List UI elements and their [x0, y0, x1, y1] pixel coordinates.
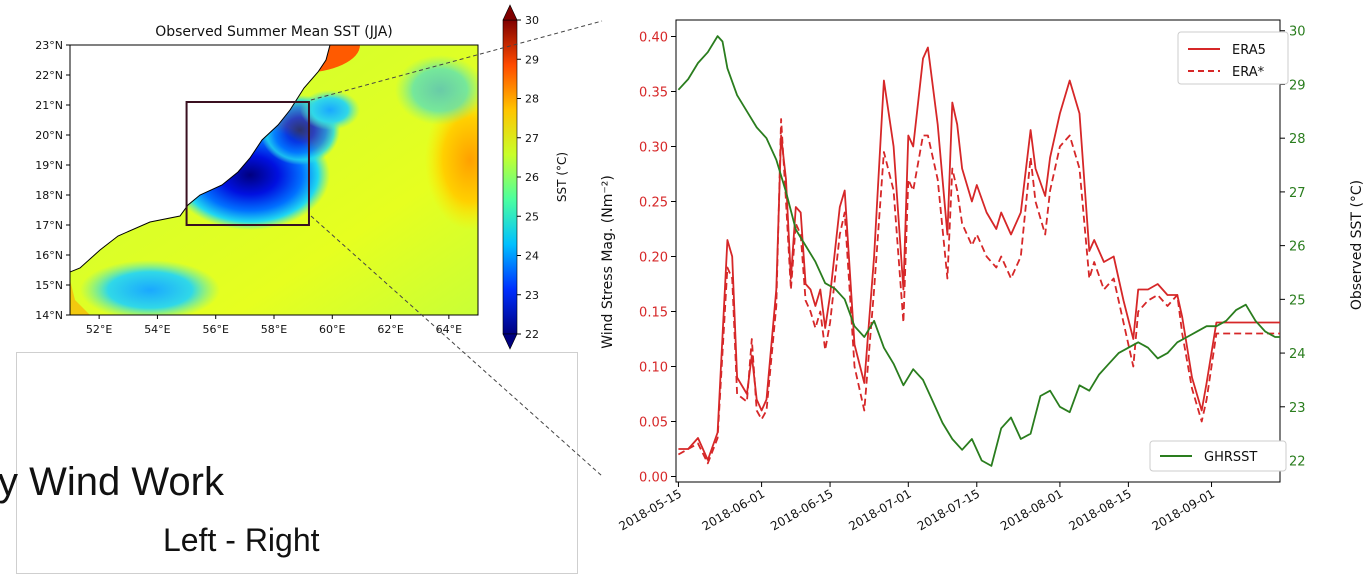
x-tick-label: 2018-08-01: [998, 486, 1065, 533]
map-title: Observed Summer Mean SST (JJA): [155, 24, 393, 40]
connector-line-bottom: [310, 215, 603, 477]
x-tick-label: 2018-06-01: [700, 486, 767, 533]
wind-stress-sst-chart: 0.000.050.100.150.200.250.300.350.40 222…: [600, 19, 1365, 533]
right-tick-label: 26: [1289, 240, 1306, 255]
left-tick-label: 0.25: [639, 196, 668, 211]
x-axis-ticks: 2018-05-15 2018-06-01 2018-06-15 2018-07-01…: [617, 482, 1217, 533]
right-tick-label: 22: [1289, 455, 1306, 470]
right-tick-label: 27: [1289, 186, 1306, 201]
lat-tick-label: 18°N: [35, 189, 63, 202]
colorbar-tick-label: 29: [525, 53, 539, 66]
lat-tick-label: 23°N: [35, 39, 63, 52]
longitude-labels: 52°E 54°E 56°E 58°E 60°E 62°E 64°E: [86, 315, 462, 336]
left-tick-label: 0.00: [639, 471, 668, 486]
right-tick-label: 30: [1289, 25, 1306, 40]
left-tick-label: 0.30: [639, 141, 668, 156]
colorbar-tick-label: 24: [525, 250, 539, 263]
colorbar-tick-label: 26: [525, 171, 539, 184]
sst-colorbar: 30 29 28 27 26 25 24 23 22 SST (°C): [502, 4, 569, 350]
slide-text-panel: [16, 352, 578, 574]
lat-tick-label: 20°N: [35, 129, 63, 142]
lon-tick-label: 52°E: [86, 323, 112, 336]
x-tick-label: 2018-07-15: [915, 486, 982, 533]
x-tick-label: 2018-07-01: [846, 486, 913, 533]
left-tick-label: 0.35: [639, 86, 668, 101]
legend-entry-era5: ERA5: [1232, 43, 1266, 58]
plot-frame: [675, 19, 1281, 483]
x-tick-label: 2018-06-15: [768, 486, 835, 533]
right-tick-label: 24: [1289, 347, 1306, 362]
figure-canvas: Observed Summer Mean SST (JJA) 23°N22°N2…: [35, 4, 1365, 533]
left-tick-label: 0.40: [639, 31, 668, 46]
series-line-era5: [678, 46, 1280, 461]
x-tick-label: 2018-09-01: [1150, 486, 1217, 533]
legend-ghrsst: GHRSST: [1149, 440, 1287, 472]
series-layer: [677, 35, 1280, 467]
lon-tick-label: 58°E: [261, 323, 287, 336]
colorbar-tick-label: 23: [525, 289, 539, 302]
connector-line-top: [310, 20, 603, 101]
legend-entry-ghrsst: GHRSST: [1204, 450, 1257, 465]
colorbar-label: SST (°C): [555, 152, 569, 202]
left-axis-label: Wind Stress Mag. (Nm⁻²): [600, 175, 616, 349]
colorbar-tick-label: 27: [525, 132, 539, 145]
lon-tick-label: 54°E: [144, 323, 170, 336]
slide-subheading-text: Left - Right: [163, 522, 320, 558]
left-tick-label: 0.10: [639, 361, 668, 376]
left-tick-label: 0.15: [639, 306, 668, 321]
right-axis-label: Observed SST (°C): [1349, 180, 1365, 310]
analysis-box: [185, 101, 310, 226]
colorbar-tick-label: 22: [525, 328, 539, 341]
lon-tick-label: 60°E: [319, 323, 345, 336]
series-line-ghrsst: [677, 35, 1280, 467]
lat-tick-label: 21°N: [35, 99, 63, 112]
lat-tick-label: 17°N: [35, 219, 63, 232]
lat-tick-label: 19°N: [35, 159, 63, 172]
right-tick-label: 25: [1289, 293, 1306, 308]
series-line-era: [677, 118, 1280, 465]
lon-tick-label: 56°E: [202, 323, 228, 336]
lat-tick-label: 16°N: [35, 249, 63, 262]
colorbar-tick-label: 28: [525, 93, 539, 106]
lon-tick-label: 64°E: [436, 323, 462, 336]
lon-tick-label: 62°E: [377, 323, 403, 336]
slide-heading-text: y Wind Work: [0, 460, 224, 504]
colorbar-tick-label: 25: [525, 210, 539, 223]
right-tick-label: 28: [1289, 132, 1306, 147]
right-axis-ticks: 22 23 24 25 26 27 28 29 30: [1280, 25, 1306, 470]
right-tick-label: 23: [1289, 401, 1306, 416]
x-tick-label: 2018-08-15: [1066, 486, 1133, 533]
legend-entry-era-star: ERA*: [1232, 65, 1265, 80]
lat-tick-label: 15°N: [35, 279, 63, 292]
lat-tick-label: 14°N: [35, 309, 63, 322]
left-tick-label: 0.20: [639, 251, 668, 266]
colorbar-tick-label: 30: [525, 14, 539, 27]
latitude-labels: 23°N 22°N 21°N 20°N 19°N 18°N 17°N 16°N 15°N 14°N: [35, 39, 70, 322]
lat-tick-label: 22°N: [35, 69, 63, 82]
left-axis-ticks: 0.00 0.05 0.10 0.15 0.20 0.25 0.30 0.35 0.40: [639, 31, 676, 486]
legend-era: ERA5 ERA*: [1177, 31, 1289, 85]
right-tick-label: 29: [1289, 78, 1306, 93]
left-tick-label: 0.05: [639, 416, 668, 431]
sst-map: Observed Summer Mean SST (JJA) 23°N22°N2…: [35, 4, 569, 350]
x-tick-label: 2018-05-15: [617, 486, 684, 533]
